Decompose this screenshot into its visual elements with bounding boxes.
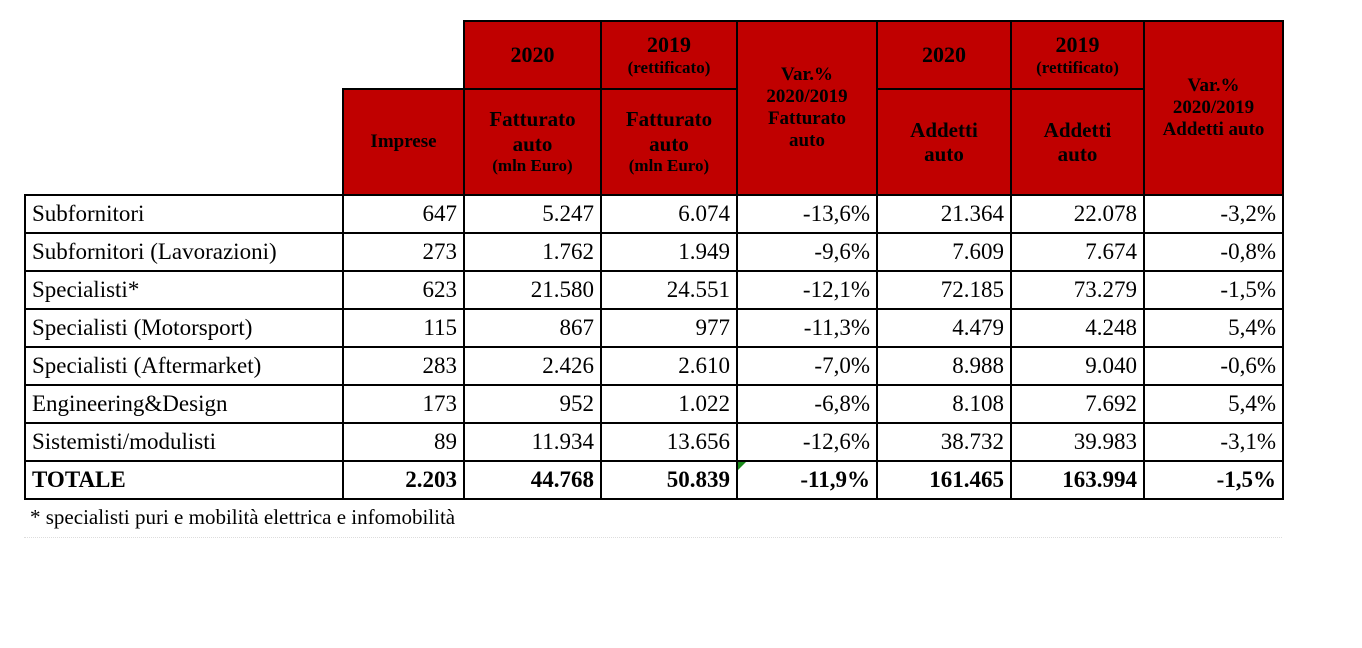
row-label: Subfornitori (Lavorazioni) [24, 232, 344, 272]
cell-imprese: 173 [342, 384, 465, 424]
cell-imprese: 89 [342, 422, 465, 462]
cell-addetti-2020: 72.185 [876, 270, 1012, 310]
cell-fatturato-2020: 2.426 [463, 346, 602, 386]
row-label: Specialisti (Aftermarket) [24, 346, 344, 386]
cell-fatturato-2020: 952 [463, 384, 602, 424]
cell-addetti-2020: 38.732 [876, 422, 1012, 462]
cell-addetti-2019: 4.248 [1010, 308, 1145, 348]
cell-fatturato-2020: 5.247 [463, 194, 602, 234]
cell-var-fatturato: -12,1% [736, 270, 878, 310]
row-label: Engineering&Design [24, 384, 344, 424]
header-year-2020-addetti: 2020 [876, 20, 1012, 90]
cell-imprese: 647 [342, 194, 465, 234]
header-var-addetti: Var.% 2020/2019 Addetti auto [1143, 20, 1284, 196]
divider [24, 537, 1282, 538]
table-row: Specialisti* 623 21.580 24.551 -12,1% 72.185 7… [24, 270, 1284, 310]
cell-fatturato-2020: 21.580 [463, 270, 602, 310]
cell-value: -11,9% [800, 467, 870, 492]
table-row: Engineering&Design 173 952 1.022 -6,8% 8.108 7… [24, 384, 1284, 424]
cell-var-fatturato: -12,6% [736, 422, 878, 462]
cell-var-addetti: -1,5% [1143, 460, 1284, 500]
cell-fatturato-2019: 50.839 [600, 460, 738, 500]
cell-fatturato-2019: 13.656 [600, 422, 738, 462]
cell-addetti-2019: 39.983 [1010, 422, 1145, 462]
cell-var-addetti: -3,2% [1143, 194, 1284, 234]
cell-var-addetti: -0,6% [1143, 346, 1284, 386]
cell-addetti-2019: 73.279 [1010, 270, 1145, 310]
cell-var-addetti: -3,1% [1143, 422, 1284, 462]
cell-fatturato-2019: 1.949 [600, 232, 738, 272]
footnote: * specialisti puri e mobilità elettrica … [30, 505, 456, 529]
cell-addetti-2020: 21.364 [876, 194, 1012, 234]
cell-addetti-2019: 163.994 [1010, 460, 1145, 500]
cell-imprese: 115 [342, 308, 465, 348]
cell-addetti-2020: 8.108 [876, 384, 1012, 424]
data-table: 2020 2019 (rettificato) Var.% 2020/2019 F… [24, 20, 1284, 500]
cell-addetti-2020: 8.988 [876, 346, 1012, 386]
cell-addetti-2019: 22.078 [1010, 194, 1145, 234]
cell-fatturato-2019: 6.074 [600, 194, 738, 234]
cell-fatturato-2019: 2.610 [600, 346, 738, 386]
row-label: Specialisti (Motorsport) [24, 308, 344, 348]
cell-var-addetti: 5,4% [1143, 308, 1284, 348]
row-label: Specialisti* [24, 270, 344, 310]
cell-var-addetti: -0,8% [1143, 232, 1284, 272]
header-year-2020-fatturato: 2020 [463, 20, 602, 90]
cell-marker-icon [738, 462, 746, 470]
blank-cell [25, 89, 343, 195]
cell-var-addetti: -1,5% [1143, 270, 1284, 310]
cell-fatturato-2019: 24.551 [600, 270, 738, 310]
cell-var-fatturato: -11,3% [736, 308, 878, 348]
cell-fatturato-2019: 1.022 [600, 384, 738, 424]
header-addetti-2019: Addetti auto [1010, 88, 1145, 196]
table-row: Specialisti (Aftermarket) 283 2.426 2.610 -7… [24, 346, 1284, 386]
cell-addetti-2019: 9.040 [1010, 346, 1145, 386]
header-year-2019-fatturato: 2019 (rettificato) [600, 20, 738, 90]
header-fatturato-2020: Fatturato auto (mln Euro) [463, 88, 602, 196]
cell-fatturato-2020: 44.768 [463, 460, 602, 500]
cell-var-addetti: 5,4% [1143, 384, 1284, 424]
blank-cell [25, 21, 343, 89]
cell-imprese: 273 [342, 232, 465, 272]
cell-fatturato-2020: 867 [463, 308, 602, 348]
cell-imprese: 623 [342, 270, 465, 310]
header-var-fatturato: Var.% 2020/2019 Fatturato auto [736, 20, 878, 196]
cell-fatturato-2020: 1.762 [463, 232, 602, 272]
row-label: TOTALE [24, 460, 344, 500]
header-fatturato-2019: Fatturato auto (mln Euro) [600, 88, 738, 196]
table-row: Subfornitori (Lavorazioni) 273 1.762 1.949-… [24, 232, 1284, 272]
total-row: TOTALE 2.203 44.768 50.839 -11,9% 161.465 163.… [24, 460, 1284, 500]
cell-var-fatturato: -7,0% [736, 346, 878, 386]
data-table-wrapper: 2020 2019 (rettificato) Var.% 2020/2019 F… [24, 20, 1284, 500]
header-imprese: Imprese [342, 88, 465, 196]
cell-var-fatturato: -13,6% [736, 194, 878, 234]
row-label: Subfornitori [24, 194, 344, 234]
table-row: Sistemisti/modulisti 89 11.934 13.656 -12,6%… [24, 422, 1284, 462]
cell-fatturato-2019: 977 [600, 308, 738, 348]
cell-addetti-2019: 7.692 [1010, 384, 1145, 424]
cell-var-fatturato: -9,6% [736, 232, 878, 272]
cell-var-fatturato: -6,8% [736, 384, 878, 424]
cell-addetti-2020: 161.465 [876, 460, 1012, 500]
cell-var-fatturato: -11,9% [736, 460, 878, 500]
cell-imprese: 2.203 [342, 460, 465, 500]
cell-addetti-2019: 7.674 [1010, 232, 1145, 272]
row-label: Sistemisti/modulisti [24, 422, 344, 462]
cell-imprese: 283 [342, 346, 465, 386]
blank-cell [343, 21, 464, 89]
cell-addetti-2020: 4.479 [876, 308, 1012, 348]
table-row: Specialisti (Motorsport) 115 867 977 -11,3% 4… [24, 308, 1284, 348]
cell-fatturato-2020: 11.934 [463, 422, 602, 462]
cell-addetti-2020: 7.609 [876, 232, 1012, 272]
table-row: Subfornitori 647 5.247 6.074 -13,6% 21.364 22.… [24, 194, 1284, 234]
header-addetti-2020: Addetti auto [876, 88, 1012, 196]
header-year-2019-addetti: 2019 (rettificato) [1010, 20, 1145, 90]
